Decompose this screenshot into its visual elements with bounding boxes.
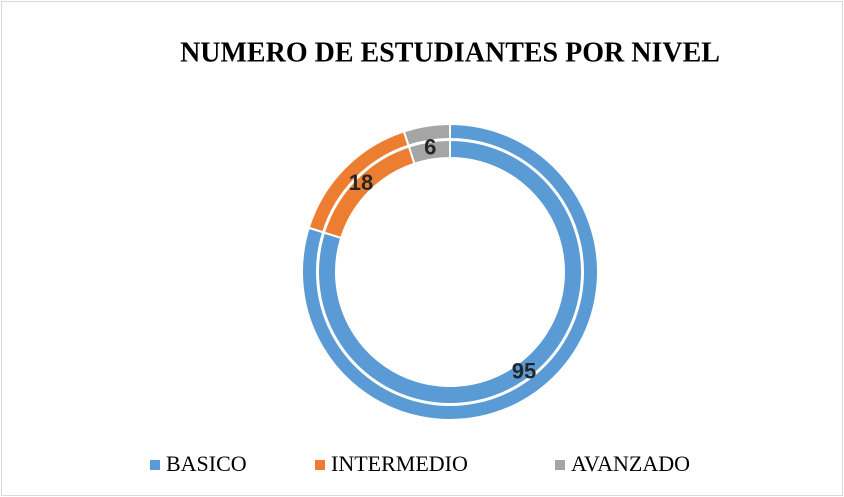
chart-title: NUMERO DE ESTUDIANTES POR NIVEL xyxy=(180,37,720,68)
legend-label: INTERMEDIO xyxy=(331,451,468,476)
legend-label: AVANZADO xyxy=(571,451,690,476)
legend-swatch xyxy=(150,460,160,470)
doughnut-segment xyxy=(317,138,583,405)
data-label: 95 xyxy=(512,359,536,384)
legend-label: BASICO xyxy=(166,451,247,476)
data-label: 18 xyxy=(349,170,373,195)
legend-swatch xyxy=(315,460,325,470)
data-label: 6 xyxy=(424,134,436,159)
legend-swatch xyxy=(555,460,565,470)
doughnut-segment xyxy=(407,138,451,165)
